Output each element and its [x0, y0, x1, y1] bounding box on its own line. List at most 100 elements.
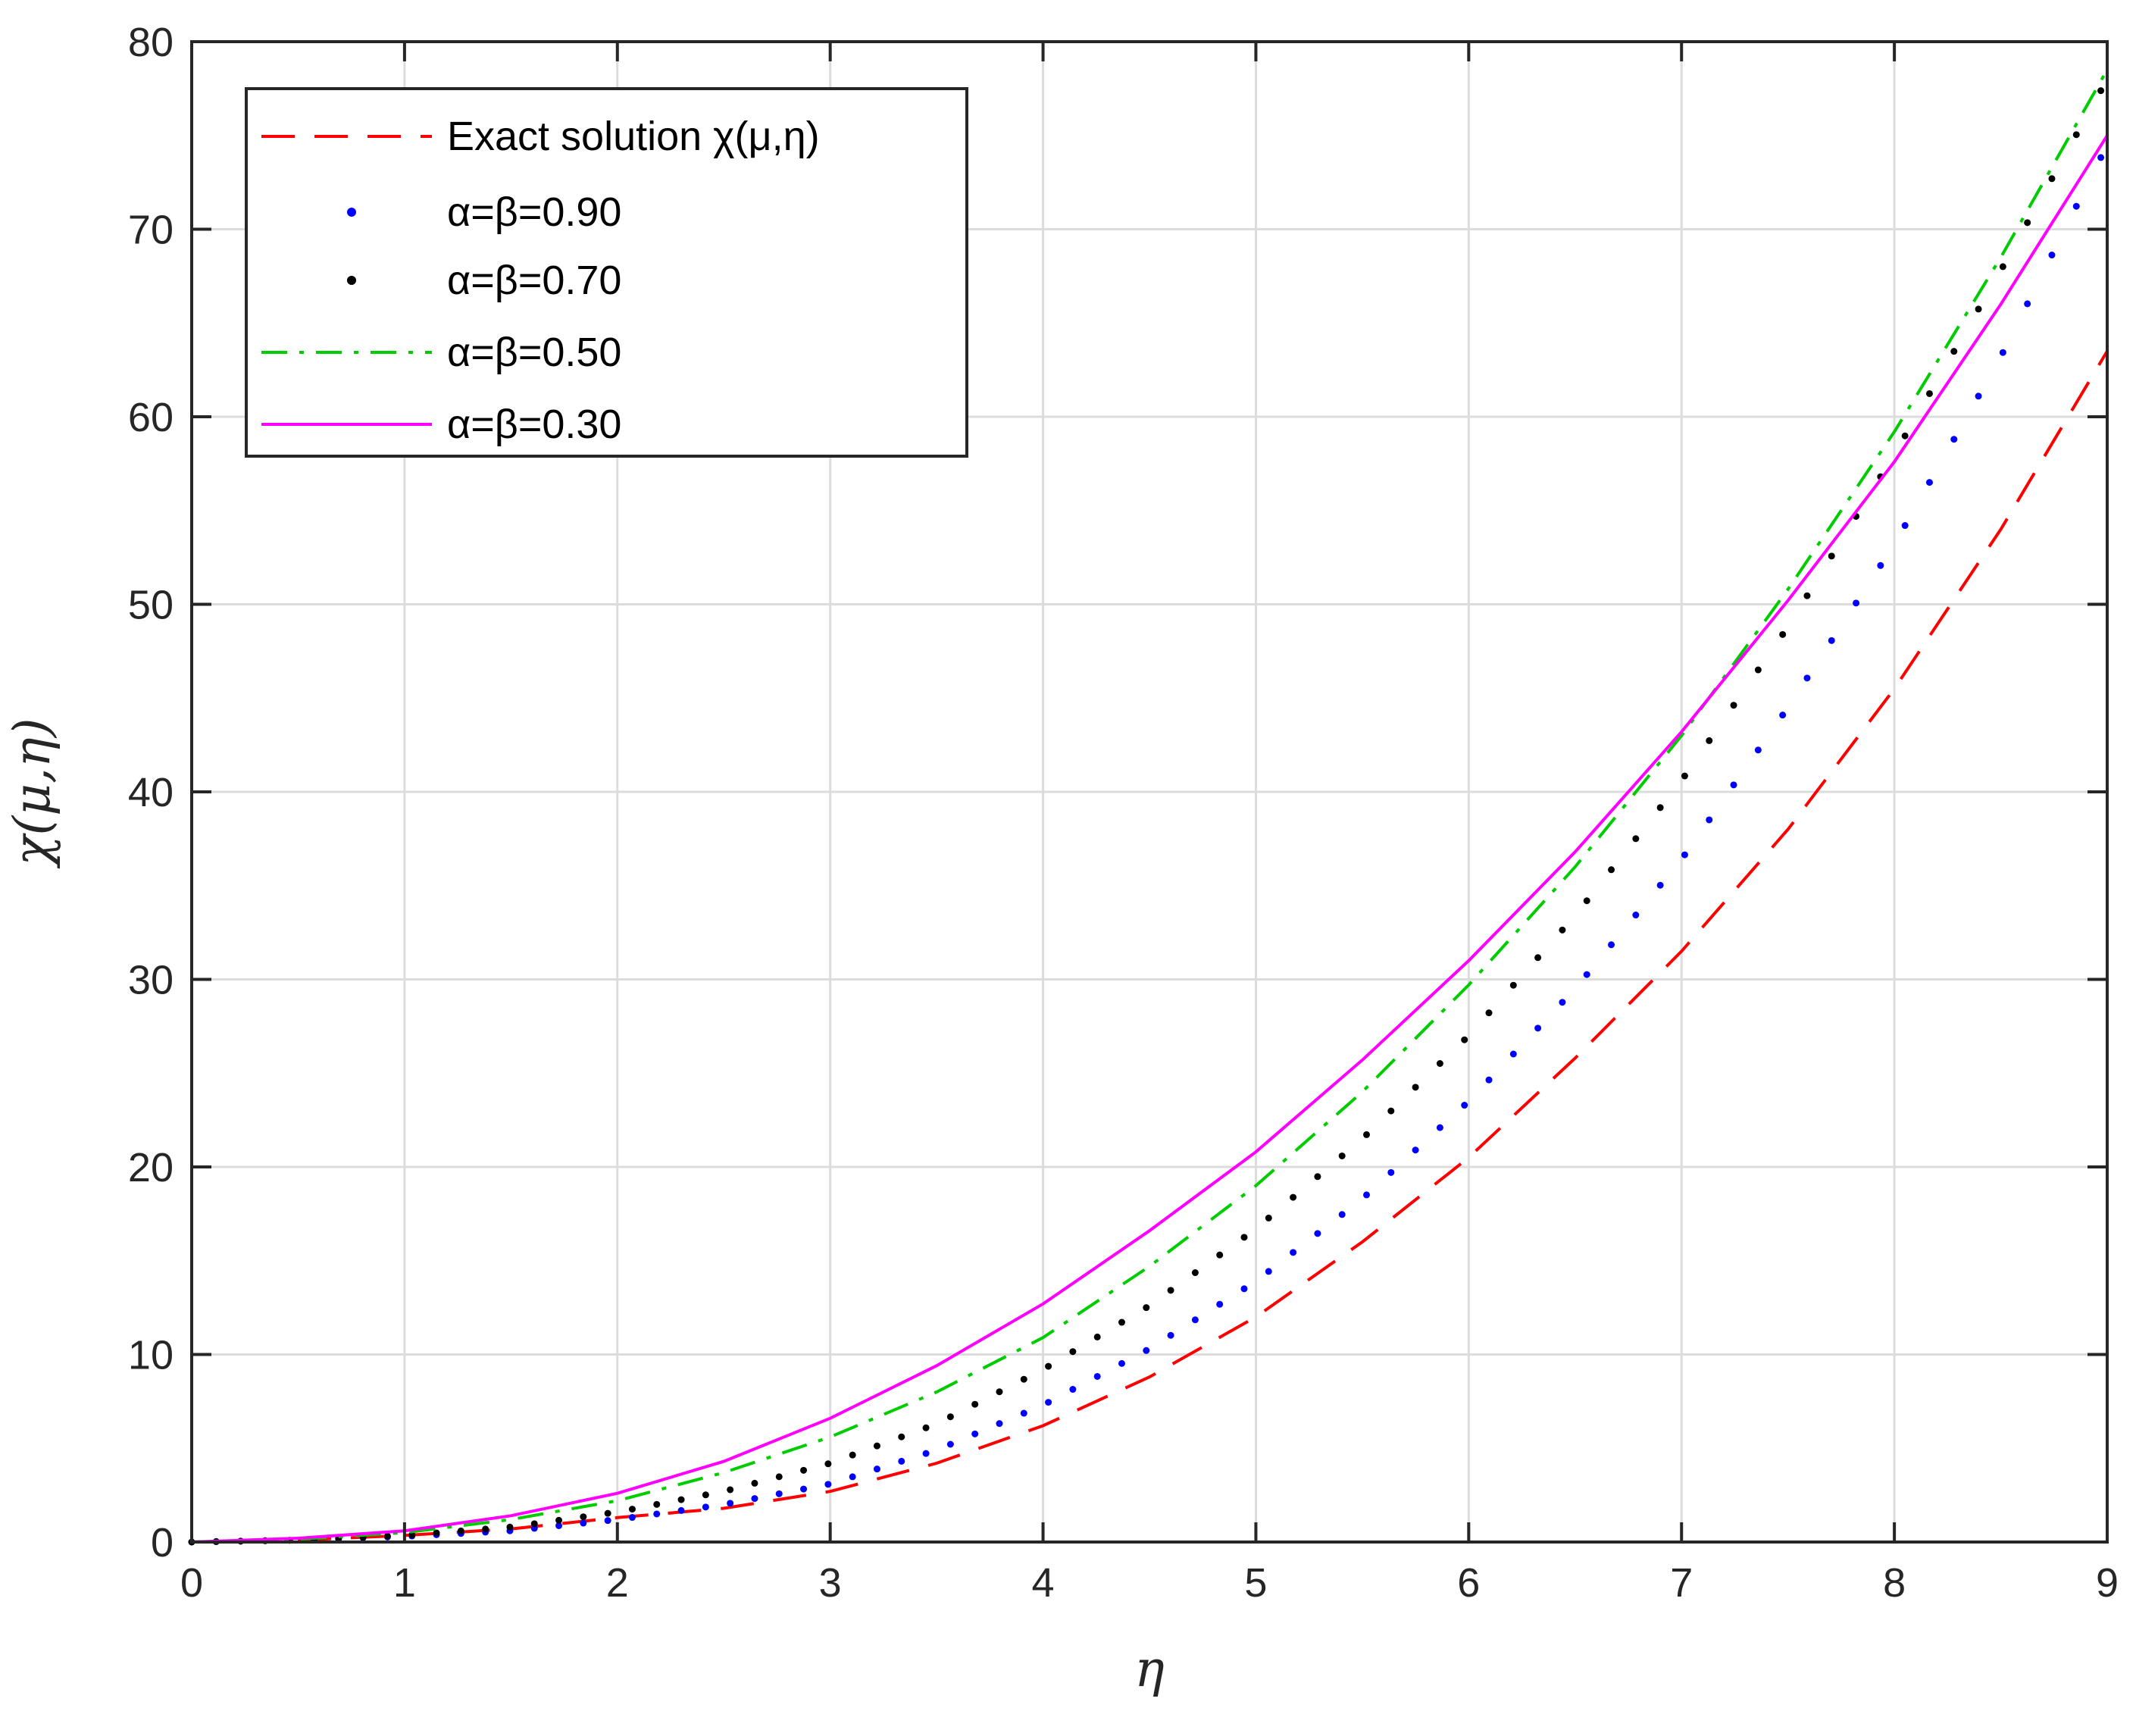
series-dot [1118, 1318, 1125, 1326]
series-dot [1363, 1131, 1371, 1138]
series-dot [2072, 131, 2080, 139]
legend-label: α=β=0.50 [447, 330, 621, 375]
series-dot [1167, 1331, 1174, 1339]
series-dot [1240, 1285, 1248, 1293]
y-tick-label: 0 [151, 1520, 174, 1566]
series-dot [1509, 1050, 1517, 1058]
series-dot [971, 1430, 979, 1437]
series-dot [1975, 393, 1982, 400]
series-dot [1338, 1211, 1346, 1218]
series-dot [1216, 1251, 1224, 1259]
series-dot [1093, 1372, 1101, 1380]
series-dot [1975, 305, 1982, 313]
series-dot [1730, 702, 1737, 709]
series-dot [1412, 1084, 1419, 1091]
series-dot [1045, 1362, 1052, 1370]
series-dot [1754, 746, 1762, 754]
series-dot [1779, 630, 1787, 638]
series-dot [1069, 1348, 1077, 1356]
series-dot [751, 1495, 758, 1503]
series-dot [2024, 219, 2031, 227]
series-dot [2097, 154, 2105, 161]
series-dot [2097, 87, 2105, 95]
series-dot [1412, 1146, 1419, 1154]
x-tick-label: 7 [1670, 1560, 1693, 1606]
series-dot [1363, 1191, 1371, 1199]
series-dot [996, 1388, 1003, 1396]
series-dot [1509, 981, 1517, 989]
series-dot [628, 1506, 636, 1513]
series-dot [1020, 1409, 1027, 1417]
series-dot [1436, 1124, 1443, 1131]
legend: Exact solution χ(μ,η) α=β=0.90 α=β=0.70 α=β… [245, 87, 968, 458]
series-dot [849, 1451, 856, 1459]
series-dot [482, 1525, 489, 1533]
series-dot [1387, 1107, 1395, 1115]
series-dot [1583, 897, 1590, 905]
series-line [191, 134, 2109, 1544]
series-dot [1828, 552, 1835, 560]
series-dot [555, 1516, 563, 1524]
series-dot [898, 1457, 905, 1465]
series-dot [1191, 1269, 1199, 1277]
series-dot [702, 1491, 709, 1499]
series-dot [1485, 1009, 1493, 1017]
series-dot [580, 1519, 587, 1527]
series-dot [457, 1527, 464, 1534]
series-dot [1999, 263, 2006, 271]
series-dot [1069, 1386, 1077, 1393]
legend-label: α=β=0.30 [447, 402, 621, 447]
series-dot [873, 1465, 880, 1473]
series-2 [188, 87, 2105, 1546]
series-dot [1485, 1076, 1493, 1084]
series-dot [800, 1485, 808, 1493]
series-dot [1779, 712, 1787, 719]
legend-box [245, 87, 968, 458]
series-dot [1901, 522, 1909, 530]
series-dot [1681, 851, 1688, 859]
series-dot [580, 1513, 587, 1521]
ticks: 0 1 2 3 4 5 6 7 8 9 0 10 20 30 40 50 60 70 80 [128, 20, 2119, 1606]
series-dot [1632, 912, 1640, 919]
series-dot [1706, 737, 1713, 744]
series-dot [727, 1500, 734, 1507]
series-dot [1093, 1333, 1101, 1340]
series-dot [555, 1522, 563, 1529]
series-dot [433, 1529, 440, 1537]
series-line [191, 69, 2109, 1544]
series-dot [1240, 1234, 1248, 1241]
series-dot [946, 1413, 954, 1421]
series-dot [1656, 804, 1664, 812]
legend-marker [347, 208, 356, 217]
x-tick-label: 0 [180, 1560, 203, 1606]
x-tick-label: 6 [1457, 1560, 1480, 1606]
series-dot [1118, 1359, 1125, 1367]
series-dot [1290, 1249, 1297, 1256]
legend-label: Exact solution χ(μ,η) [447, 114, 820, 159]
y-tick-label: 70 [128, 208, 174, 253]
series-dot [1803, 674, 1811, 682]
series-dot [1534, 954, 1542, 962]
series-dot [1925, 479, 1933, 486]
series-3 [191, 69, 2109, 1544]
y-tick-label: 80 [128, 20, 174, 65]
series-dot [383, 1532, 391, 1540]
series-dot [1853, 599, 1860, 607]
y-tick-label: 10 [128, 1333, 174, 1378]
series-dot [628, 1514, 636, 1522]
x-tick-label: 9 [2096, 1560, 2119, 1606]
x-tick-label: 4 [1032, 1560, 1055, 1606]
series-dot [1681, 772, 1688, 780]
series-dot [1608, 941, 1615, 949]
series-dot [2048, 252, 2056, 259]
series-dot [2072, 202, 2080, 210]
series-dot [1608, 866, 1615, 874]
series-dot [1559, 926, 1566, 934]
x-tick-label: 2 [606, 1560, 629, 1606]
series-dot [1338, 1152, 1346, 1159]
series-dot [1191, 1316, 1199, 1324]
series-dot [1925, 389, 1933, 397]
series-dot [1265, 1214, 1272, 1221]
series-dot [1167, 1287, 1174, 1294]
x-tick-label: 1 [393, 1560, 416, 1606]
